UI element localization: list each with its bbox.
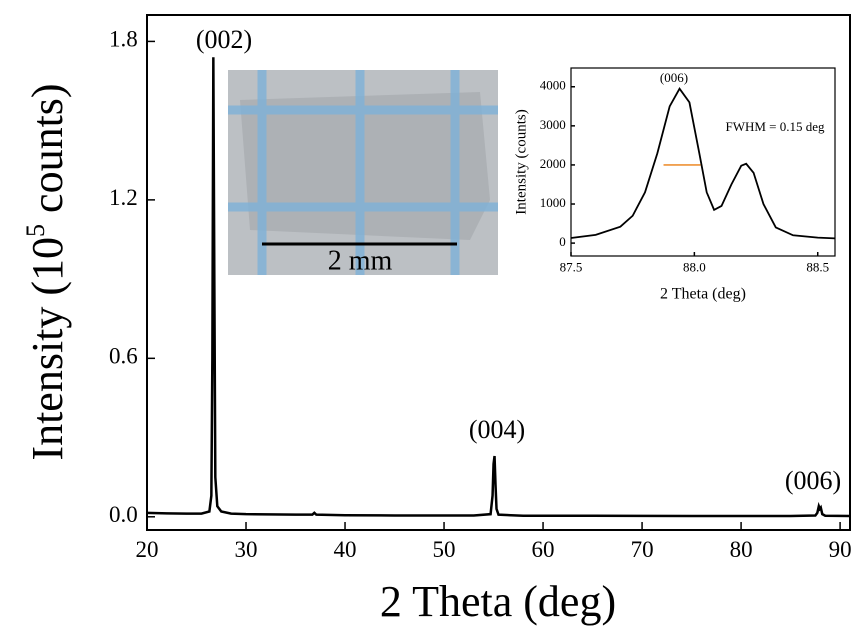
y-axis-label-part: Intensity (10 <box>23 237 72 461</box>
y-tick-label: 1.2 <box>109 185 138 210</box>
x-tick-label: 60 <box>532 537 555 562</box>
x-tick-label: 87.5 <box>560 259 583 274</box>
plot-frame <box>146 14 851 531</box>
scale-label: 2 mm <box>328 245 393 276</box>
y-tick-label: 1.8 <box>109 27 138 52</box>
grid-paper <box>228 70 498 275</box>
y-axis-label-part: 5 <box>21 224 50 237</box>
x-tick-label: 40 <box>334 537 357 562</box>
annotation: (006) <box>785 466 841 495</box>
x-axis-label: 2 Theta (deg) <box>660 286 746 303</box>
y-tick-label: 0.0 <box>109 502 138 527</box>
annotation: (002) <box>196 25 252 54</box>
x-tick-label: 80 <box>730 537 753 562</box>
annotation: FWHM = 0.15 deg <box>725 119 825 134</box>
y-tick-label: 2000 <box>540 156 566 171</box>
x-tick-label: 70 <box>631 537 654 562</box>
plot-frame <box>570 67 836 257</box>
x-tick-label: 50 <box>433 537 456 562</box>
y-tick-label: 0.6 <box>109 344 138 369</box>
annotation: (004) <box>469 415 525 444</box>
x-tick-label: 30 <box>235 537 258 562</box>
y-tick-label: 0 <box>559 234 566 249</box>
x-axis-label: 2 Theta (deg) <box>380 577 616 626</box>
photo-inset: 2 mm <box>228 70 498 276</box>
x-tick-label: 20 <box>136 537 159 562</box>
x-tick-label: 90 <box>829 537 852 562</box>
inset-background <box>571 68 835 256</box>
data-line <box>146 57 851 518</box>
y-axis-label-part: counts) <box>23 83 72 224</box>
annotation: (006) <box>660 70 688 85</box>
y-tick-label: 1000 <box>540 195 566 210</box>
y-axis-label: Intensity (counts) <box>513 109 529 214</box>
x-tick-label: 88.0 <box>683 259 706 274</box>
x-tick-label: 88.5 <box>806 259 829 274</box>
y-tick-label: 3000 <box>540 117 566 132</box>
y-tick-label: 4000 <box>540 78 566 93</box>
data-line <box>570 87 836 240</box>
y-axis-label: Intensity (105 counts) <box>21 83 72 460</box>
